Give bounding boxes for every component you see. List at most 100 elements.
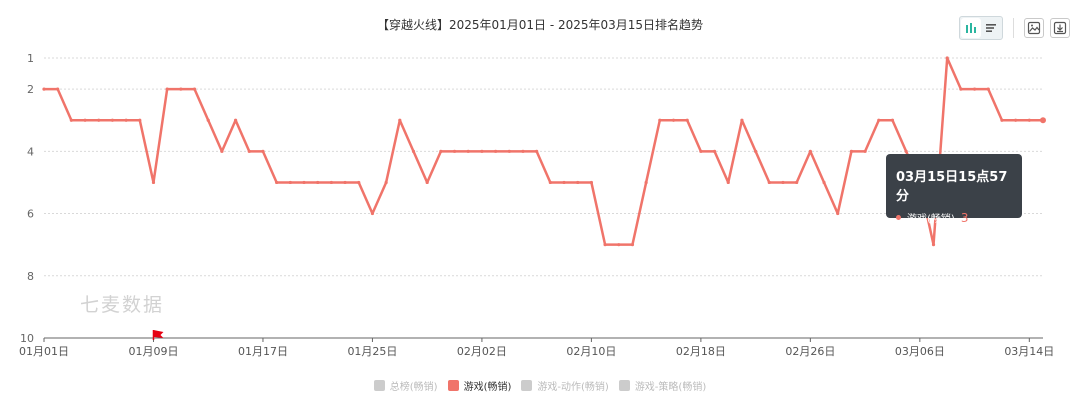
image-icon[interactable] <box>1024 18 1044 38</box>
data-point <box>959 87 963 91</box>
data-point <box>767 180 771 185</box>
x-tick-label: 01月09日 <box>128 345 178 358</box>
y-tick-label: 8 <box>27 270 34 283</box>
highlight-point <box>1040 117 1046 124</box>
data-point <box>220 149 224 153</box>
data-point <box>384 180 388 185</box>
watermark: 七麦数据 <box>80 294 165 316</box>
data-point <box>726 180 730 185</box>
data-point <box>56 87 60 91</box>
data-point <box>576 180 580 185</box>
x-tick-label: 02月10日 <box>566 345 616 358</box>
y-tick-label: 1 <box>27 52 34 65</box>
legend-swatch <box>447 380 459 391</box>
data-point <box>548 180 552 185</box>
data-point <box>781 180 785 185</box>
legend-item-games[interactable]: 游戏(畅销) <box>447 378 512 393</box>
data-point <box>69 118 73 122</box>
data-point <box>644 180 648 185</box>
data-point <box>795 180 799 185</box>
x-tick-label: 03月14日 <box>1004 345 1054 358</box>
tooltip-value: 3 <box>960 210 969 225</box>
chart-title: 【穿越火线】2025年01月01日 - 2025年03月15日排名趋势 <box>376 18 704 32</box>
data-point <box>466 149 470 153</box>
data-point <box>261 149 265 153</box>
y-tick-label: 10 <box>20 332 34 345</box>
data-point <box>288 180 292 185</box>
x-tick-label: 01月25日 <box>347 345 397 358</box>
y-tick-label: 4 <box>27 145 34 158</box>
data-point <box>562 180 566 185</box>
data-point <box>398 118 402 122</box>
data-point <box>83 118 87 122</box>
data-point <box>972 87 977 91</box>
data-point <box>494 149 498 153</box>
data-point <box>110 118 115 122</box>
data-point <box>370 211 375 216</box>
flag-icon <box>153 330 164 338</box>
series-line <box>44 56 1043 246</box>
y-tick-label: 6 <box>27 208 34 221</box>
data-point <box>206 118 210 122</box>
data-point <box>699 149 703 153</box>
bar-chart-icon[interactable] <box>961 18 981 38</box>
x-tick-label: 01月01日 <box>19 345 69 358</box>
data-point <box>1027 118 1031 122</box>
data-point <box>42 87 46 91</box>
legend-item-strategy[interactable]: 游戏-策略(畅销) <box>618 378 707 393</box>
data-point <box>275 180 279 185</box>
legend-label: 总榜(畅销) <box>389 382 438 393</box>
x-tick-label: 02月26日 <box>785 345 835 358</box>
x-tick-label: 03月06日 <box>895 345 945 358</box>
legend-item-action[interactable]: 游戏-动作(畅销) <box>521 378 609 393</box>
data-point <box>452 149 457 153</box>
data-point <box>986 87 990 91</box>
data-point <box>712 149 717 153</box>
download-icon[interactable] <box>1050 18 1070 38</box>
y-tick-label: 2 <box>27 83 34 96</box>
data-point <box>97 118 101 122</box>
data-point <box>233 118 238 122</box>
data-point <box>138 118 142 122</box>
data-point <box>357 180 361 185</box>
chart-tooltip: 03月15日15点57分 游戏(畅销) 3 <box>886 154 1022 225</box>
data-point <box>808 149 812 153</box>
data-point <box>877 118 881 122</box>
data-point <box>849 149 854 153</box>
data-point <box>425 180 429 185</box>
data-point <box>343 180 347 185</box>
data-point <box>931 243 936 247</box>
legend-label: 游戏-动作(畅销) <box>537 382 609 393</box>
data-point <box>535 149 539 153</box>
data-point <box>411 149 416 153</box>
x-tick-label: 01月17日 <box>238 345 288 358</box>
list-icon[interactable] <box>981 18 1001 38</box>
legend-label: 游戏-策略(畅销) <box>634 382 707 393</box>
data-point <box>507 149 511 153</box>
data-point <box>1000 118 1004 122</box>
toolbar-divider <box>1013 18 1014 38</box>
data-point <box>890 118 895 122</box>
data-point <box>247 149 251 153</box>
data-point <box>671 118 676 122</box>
data-point <box>165 87 169 91</box>
tooltip-row: 游戏(畅销) 3 <box>896 210 1012 225</box>
legend-label: 游戏(畅销) <box>463 382 512 393</box>
legend-swatch <box>521 380 533 391</box>
data-point <box>603 243 607 247</box>
data-point <box>329 180 333 185</box>
x-tick-label: 02月18日 <box>676 345 726 358</box>
data-point <box>521 149 525 153</box>
legend-item-overall[interactable]: 总榜(畅销) <box>373 378 438 393</box>
data-point <box>836 211 840 216</box>
data-point <box>658 118 662 122</box>
data-point <box>439 149 443 153</box>
data-point <box>904 149 908 153</box>
data-point <box>124 118 128 122</box>
chart-legend: 总榜(畅销) 游戏(畅销) 游戏-动作(畅销) 游戏-策略(畅销) <box>0 378 1080 393</box>
data-point <box>316 180 320 185</box>
legend-swatch <box>618 380 630 391</box>
data-point <box>685 118 689 122</box>
series-dot-icon <box>896 215 901 220</box>
